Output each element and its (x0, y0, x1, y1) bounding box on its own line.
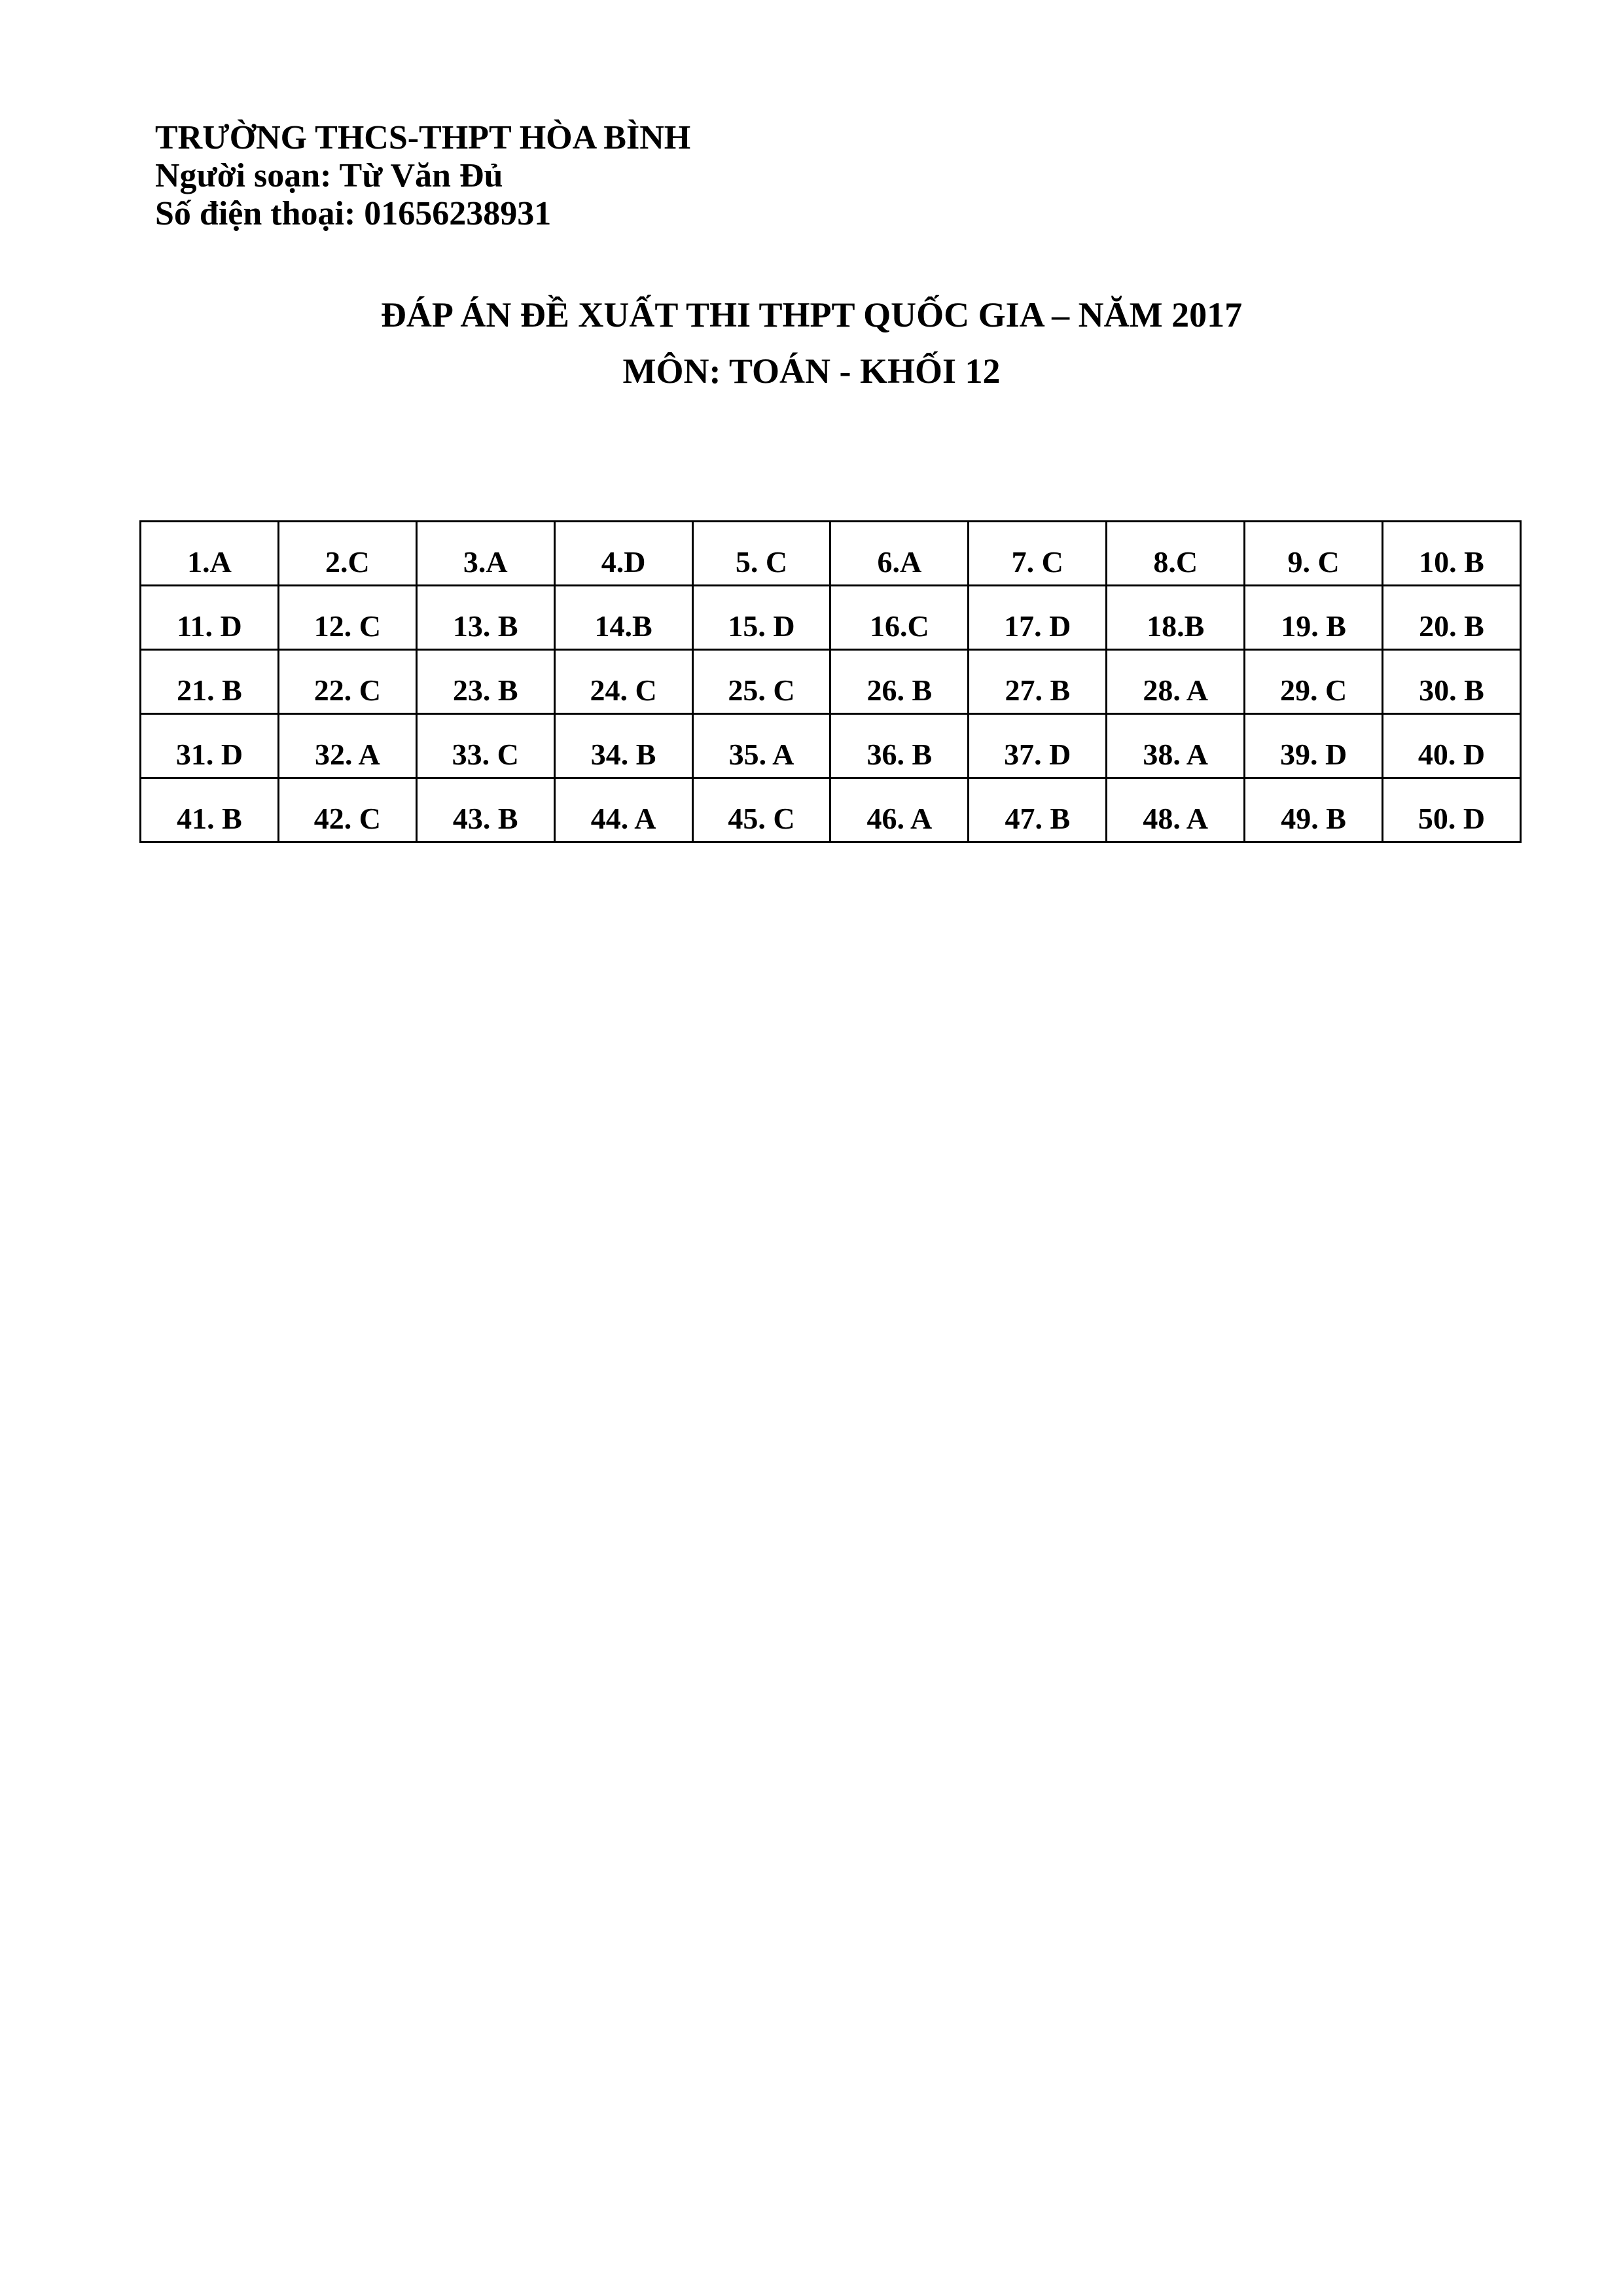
answer-cell: 36. B (829, 713, 970, 779)
answer-cell: 41. B (139, 777, 279, 843)
answer-cell: 28. A (1105, 649, 1246, 715)
answer-cell: 25. C (691, 649, 832, 715)
answer-cell: 16.C (829, 584, 970, 651)
answer-cell: 5. C (691, 520, 832, 586)
answer-cell: 23. B (415, 649, 556, 715)
answer-table: 1.A 2.C 3.A 4.D 5. C 6.A 7. C 8.C 9. C 10. B 11. D… (139, 520, 1522, 843)
answer-cell: 19. B (1243, 584, 1384, 651)
answer-cell: 32. A (277, 713, 418, 779)
answer-cell: 43. B (415, 777, 556, 843)
phone-line: Số điện thoại: 01656238931 (155, 195, 552, 232)
answer-cell: 7. C (967, 520, 1108, 586)
answer-cell: 50. D (1382, 777, 1522, 843)
answer-cell: 4.D (553, 520, 694, 586)
answer-cell: 46. A (829, 777, 970, 843)
answer-cell: 33. C (415, 713, 556, 779)
answer-cell: 17. D (967, 584, 1108, 651)
answer-cell: 29. C (1243, 649, 1384, 715)
answer-cell: 40. D (1382, 713, 1522, 779)
answer-cell: 12. C (277, 584, 418, 651)
author-line: Người soạn: Từ Văn Đủ (155, 157, 503, 194)
answer-cell: 49. B (1243, 777, 1384, 843)
title-line-2: MÔN: TOÁN - KHỐI 12 (622, 351, 1001, 391)
answer-cell: 2.C (277, 520, 418, 586)
answer-cell: 47. B (967, 777, 1108, 843)
document-header: TRƯỜNG THCS-THPT HÒA BÌNH Người soạn: Từ… (155, 119, 690, 233)
answer-cell: 21. B (139, 649, 279, 715)
title-line-1: ĐÁP ÁN ĐỀ XUẤT THI THPT QUỐC GIA – NĂM 2… (380, 295, 1243, 334)
answer-cell: 20. B (1382, 584, 1522, 651)
answer-cell: 42. C (277, 777, 418, 843)
table-row: 1.A 2.C 3.A 4.D 5. C 6.A 7. C 8.C 9. C 10. B (139, 520, 1522, 586)
answer-cell: 13. B (415, 584, 556, 651)
table-row: 41. B 42. C 43. B 44. A 45. C 46. A 47. B 48. A… (139, 777, 1522, 843)
table-row: 21. B 22. C 23. B 24. C 25. C 26. B 27. B 28. A… (139, 649, 1522, 715)
answer-cell: 3.A (415, 520, 556, 586)
answer-cell: 44. A (553, 777, 694, 843)
answer-cell: 6.A (829, 520, 970, 586)
answer-cell: 24. C (553, 649, 694, 715)
answer-cell: 30. B (1382, 649, 1522, 715)
answer-cell: 31. D (139, 713, 279, 779)
answer-table-body: 1.A 2.C 3.A 4.D 5. C 6.A 7. C 8.C 9. C 10. B 11. D… (139, 520, 1522, 843)
answer-cell: 1.A (139, 520, 279, 586)
answer-cell: 9. C (1243, 520, 1384, 586)
answer-cell: 34. B (553, 713, 694, 779)
answer-cell: 39. D (1243, 713, 1384, 779)
table-row: 11. D 12. C 13. B 14.B 15. D 16.C 17. D 18.B 19.… (139, 584, 1522, 651)
answer-cell: 14.B (553, 584, 694, 651)
answer-cell: 48. A (1105, 777, 1246, 843)
answer-cell: 26. B (829, 649, 970, 715)
answer-cell: 35. A (691, 713, 832, 779)
document-title: ĐÁP ÁN ĐỀ XUẤT THI THPT QUỐC GIA – NĂM 2… (0, 287, 1623, 399)
answer-cell: 37. D (967, 713, 1108, 779)
answer-cell: 15. D (691, 584, 832, 651)
answer-cell: 27. B (967, 649, 1108, 715)
answer-cell: 11. D (139, 584, 279, 651)
answer-cell: 10. B (1382, 520, 1522, 586)
answer-cell: 45. C (691, 777, 832, 843)
answer-cell: 22. C (277, 649, 418, 715)
school-name: TRƯỜNG THCS-THPT HÒA BÌNH (155, 119, 691, 156)
answer-cell: 38. A (1105, 713, 1246, 779)
table-row: 31. D 32. A 33. C 34. B 35. A 36. B 37. D 38. A… (139, 713, 1522, 779)
answer-cell: 8.C (1105, 520, 1246, 586)
answer-cell: 18.B (1105, 584, 1246, 651)
